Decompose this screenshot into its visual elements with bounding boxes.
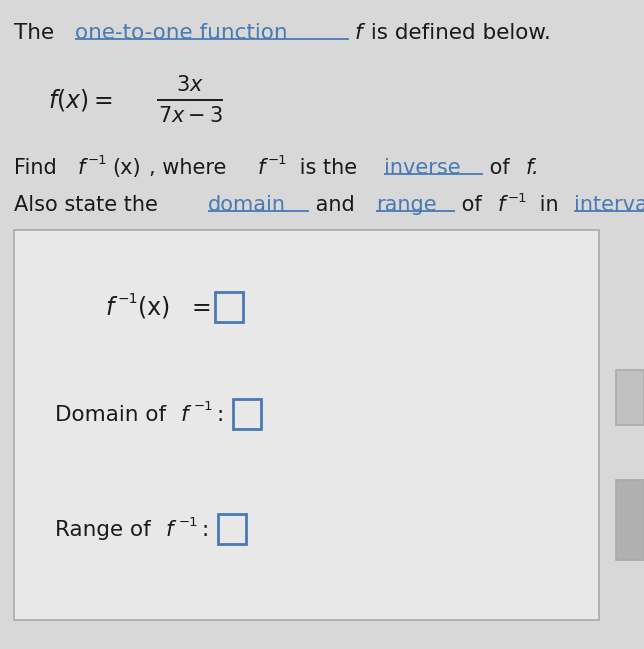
FancyBboxPatch shape [616,370,644,425]
Text: The: The [14,23,61,43]
Text: :: : [217,405,224,425]
Text: −1: −1 [267,154,287,167]
Text: $3x$: $3x$ [176,75,204,95]
Text: f: f [354,23,362,43]
Text: f: f [498,195,505,215]
Text: (x): (x) [138,296,170,320]
Text: Domain of: Domain of [55,405,173,425]
FancyBboxPatch shape [14,230,599,620]
Text: f: f [181,405,189,425]
Text: =: = [192,296,212,320]
Text: :: : [202,520,209,540]
Text: f: f [258,158,265,178]
Text: one-to-one function: one-to-one function [75,23,287,43]
Text: is the: is the [293,158,363,178]
Text: −1: −1 [507,191,527,204]
Text: interval: interval [574,195,644,215]
FancyBboxPatch shape [215,292,243,322]
Text: range: range [377,195,437,215]
Text: −1: −1 [179,515,198,528]
FancyBboxPatch shape [616,480,644,560]
Text: −1: −1 [194,400,214,413]
Text: f: f [105,296,113,320]
Text: −1: −1 [118,292,138,306]
FancyBboxPatch shape [233,399,261,429]
FancyBboxPatch shape [218,514,246,544]
Text: f: f [166,520,174,540]
Text: $7x-3$: $7x-3$ [158,106,222,126]
Text: and: and [309,195,361,215]
Text: f: f [78,158,85,178]
Text: −1: −1 [87,154,107,167]
Text: Also state the: Also state the [14,195,164,215]
Text: of: of [483,158,516,178]
Text: $f(x)=$: $f(x)=$ [48,87,113,113]
Text: domain: domain [208,195,286,215]
Text: (x): (x) [113,158,141,178]
Text: inverse: inverse [384,158,460,178]
Text: is defined below.: is defined below. [365,23,551,43]
Text: Find: Find [14,158,63,178]
Text: f.: f. [526,158,540,178]
Text: Range of: Range of [55,520,158,540]
Text: in: in [533,195,565,215]
Text: , where: , where [149,158,234,178]
Text: of: of [455,195,488,215]
